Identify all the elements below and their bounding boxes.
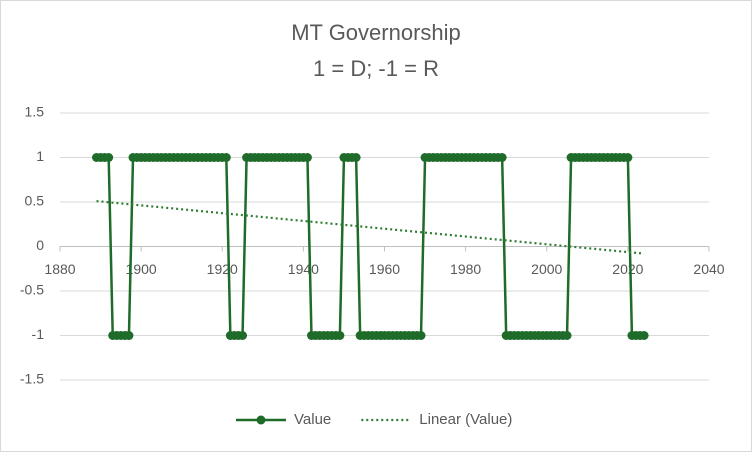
point [302,153,312,162]
y-tick-label: -1.5 [20,371,44,387]
y-tick-label: 0 [36,237,44,253]
chart-title: MT Governorship [291,20,461,45]
legend-label: Linear (Value) [419,411,512,428]
legend-label: Value [294,411,331,428]
x-tick-label: 1980 [450,261,481,277]
point [351,153,361,162]
y-tick-label: 1.5 [25,104,45,120]
point [562,331,572,340]
x-tick-label: 1960 [369,261,400,277]
x-tick-label: 1920 [207,261,238,277]
y-tick-label: 0.5 [25,193,45,209]
y-tick-label: -1 [32,326,45,342]
point [335,331,345,340]
trend-line [96,200,645,255]
point [639,331,649,340]
y-tick-label: -0.5 [20,282,44,298]
point [238,331,248,340]
x-tick-label: 1940 [288,261,319,277]
x-tick-label: 2000 [531,261,562,277]
point [497,153,507,162]
legend-marker [256,415,266,425]
point [221,153,231,162]
point [623,153,633,162]
point [104,153,114,162]
chart-subtitle: 1 = D; -1 = R [313,56,439,81]
x-tick-label: 2020 [612,261,643,277]
point [124,331,134,340]
point [416,331,426,340]
x-tick-label: 1880 [44,261,75,277]
x-tick-label: 1900 [126,261,157,277]
x-tick-label: 2040 [693,261,724,277]
y-tick-label: 1 [36,148,44,164]
